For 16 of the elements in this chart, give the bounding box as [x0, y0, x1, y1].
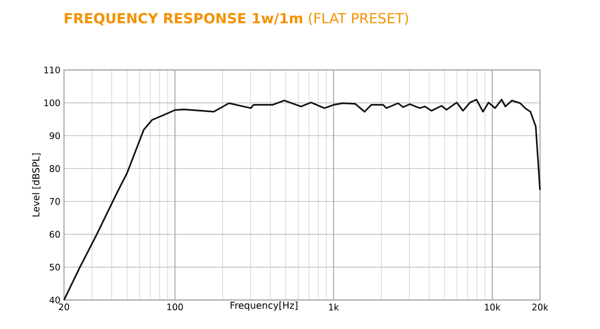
y-tick-label: 60 — [50, 230, 60, 238]
y-tick-label: 90 — [50, 132, 60, 140]
y-tick-label: 40 — [50, 296, 60, 304]
y-tick-label: 110 — [44, 66, 60, 74]
x-tick-label: 20k — [532, 304, 548, 310]
y-tick-label: 100 — [44, 99, 60, 106]
y-axis-title: Level [dBSPL] — [32, 153, 41, 216]
y-tick-label: 80 — [50, 165, 60, 172]
x-tick-label: 20 — [58, 304, 70, 310]
x-tick-label: 1k — [329, 304, 340, 310]
x-tick-label: 10k — [484, 304, 501, 310]
chart-title: FREQUENCY RESPONSE 1w/1m (FLAT PRESET) — [64, 12, 408, 26]
x-tick-label: 100 — [167, 304, 183, 310]
x-axis-title: Frequency[Hz] — [230, 302, 298, 311]
y-tick-label: 70 — [50, 198, 60, 205]
y-tick-label: 50 — [50, 264, 60, 271]
